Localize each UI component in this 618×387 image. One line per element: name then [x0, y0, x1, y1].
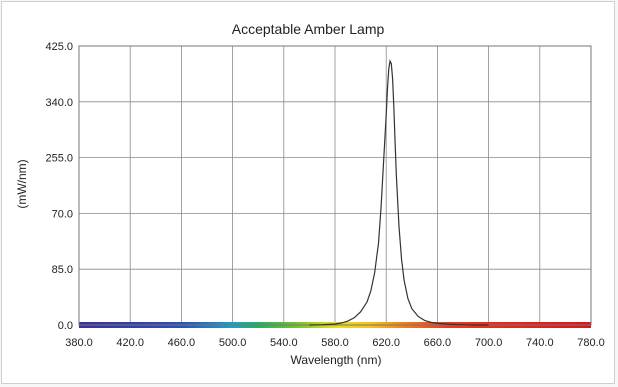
y-axis-label: (mW/nm) [15, 159, 29, 208]
y-tick-label: 0.0 [58, 320, 73, 332]
x-axis-label: Wavelength (nm) [291, 353, 382, 367]
y-tick-label: 70.0 [52, 208, 73, 220]
x-tick-label: 660.0 [424, 337, 452, 349]
x-tick-label: 620.0 [372, 337, 400, 349]
x-tick-label: 780.0 [577, 337, 605, 349]
x-tick-label: 740.0 [526, 337, 554, 349]
x-tick-label: 540.0 [270, 337, 298, 349]
y-tick-label: 255.0 [45, 153, 73, 165]
x-tick-label: 380.0 [65, 337, 93, 349]
y-tick-label: 425.0 [45, 41, 73, 53]
x-tick-label: 460.0 [168, 337, 196, 349]
plot-border [78, 45, 592, 326]
y-tick-label: 340.0 [45, 97, 73, 109]
y-tick-labels: 0.0 85.0 70.0 255.0 340.0 425.0 [45, 41, 73, 332]
x-tick-labels: 380.0 420.0 460.0 500.0 540.0 580.0 620.0 660.0… [65, 337, 605, 349]
x-tick-label: 700.0 [475, 337, 503, 349]
x-tick-label: 500.0 [219, 337, 247, 349]
spectrum-series-line [309, 59, 489, 326]
y-tick-label: 85.0 [52, 264, 73, 276]
chart-title: Acceptable Amber Lamp [232, 21, 385, 37]
grid-lines [79, 46, 591, 325]
x-tick-label: 580.0 [321, 337, 349, 349]
x-tick-label: 420.0 [116, 337, 144, 349]
